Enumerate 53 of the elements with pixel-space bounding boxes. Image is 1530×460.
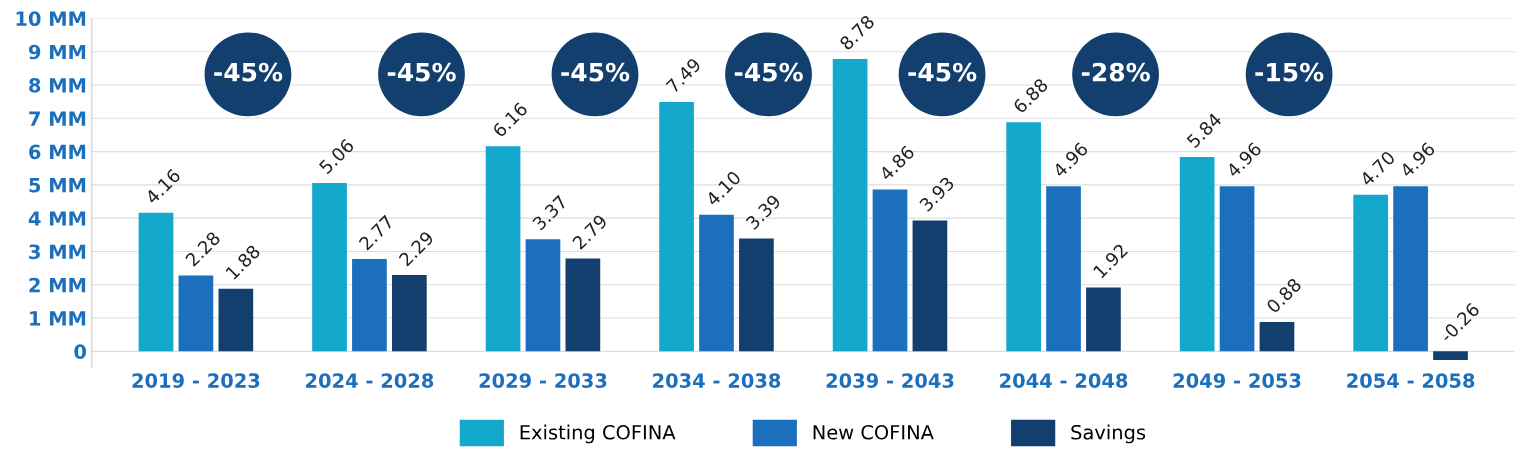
legend-label: Existing COFINA [520, 424, 676, 444]
y-tick-label: 2 MM [29, 277, 86, 293]
bar [1433, 351, 1468, 361]
bar [832, 59, 868, 352]
bar [739, 238, 774, 352]
bar [485, 146, 521, 352]
x-tick-label: 2024 - 2028 [306, 373, 434, 388]
annotation: -45% [387, 62, 456, 82]
y-tick-label: 10 MM [16, 11, 86, 27]
x-tick-label: 2034 - 2038 [653, 373, 781, 388]
annotation: -45% [734, 62, 803, 82]
bar [912, 220, 948, 352]
annotation: -45% [214, 62, 283, 82]
x-tick-label: 2049 - 2053 [1173, 373, 1301, 388]
bar [218, 288, 254, 352]
bar [352, 259, 387, 352]
annotation: -45% [908, 62, 977, 82]
bar [392, 275, 427, 352]
bar [525, 239, 561, 352]
bar [1393, 186, 1428, 352]
bar [1086, 287, 1121, 352]
bar [1006, 122, 1041, 352]
x-tick-label: 2044 - 2048 [1000, 373, 1128, 388]
y-tick-label: 9 MM [28, 44, 86, 60]
y-tick-label: 8 MM [29, 77, 86, 93]
y-tick-label: 1 MM [30, 311, 86, 326]
annotation: -28% [1081, 62, 1150, 82]
bar [138, 212, 174, 352]
legend-label: New COFINA [813, 424, 934, 440]
annotation: -15% [1255, 62, 1324, 82]
bar [872, 189, 908, 352]
bar [1259, 322, 1295, 352]
y-tick-label: 5 MM [29, 178, 86, 193]
bar [565, 258, 601, 352]
bar [1179, 156, 1215, 352]
x-tick-label: 2029 - 2033 [479, 373, 607, 388]
y-tick-label: 4 MM [28, 211, 86, 226]
y-tick-label: 0 [74, 344, 87, 360]
legend-label: Savings [1071, 424, 1146, 444]
bar [699, 214, 734, 352]
bar [1219, 186, 1255, 352]
annotation: -45% [561, 62, 630, 82]
x-tick-label: 2019 - 2023 [132, 373, 260, 388]
bar [178, 275, 214, 352]
bar [1353, 194, 1389, 352]
y-tick-label: 6 MM [29, 144, 86, 160]
x-tick-label: 2039 - 2043 [826, 373, 954, 388]
y-tick-label: 3 MM [29, 244, 86, 260]
bar [312, 182, 347, 352]
bar [1046, 186, 1081, 352]
x-tick-label: 2054 - 2058 [1347, 373, 1475, 388]
y-tick-label: 7 MM [29, 111, 86, 126]
bar [659, 101, 694, 352]
